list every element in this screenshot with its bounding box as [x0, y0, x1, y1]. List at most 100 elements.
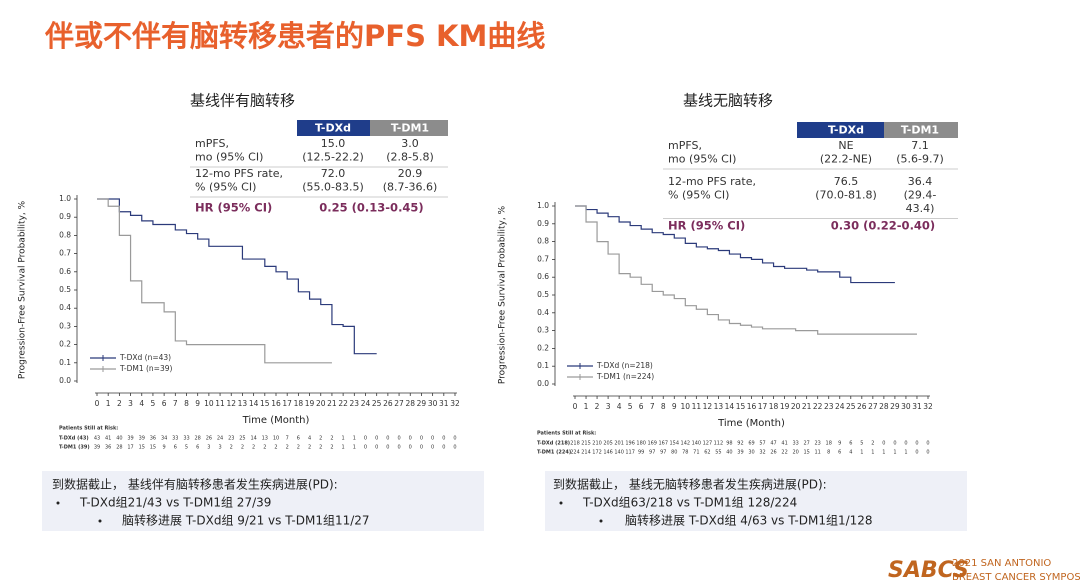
x-tick-label: 23 [350, 399, 360, 408]
legend-label: T-DM1 (n=224) [596, 372, 654, 381]
risk-value: 218 [570, 441, 580, 447]
risk-value: 43 [94, 436, 100, 442]
x-tick-label: 19 [780, 402, 790, 411]
risk-value: 9 [838, 441, 841, 447]
risk-value: 169 [647, 441, 657, 447]
risk-value: 142 [681, 441, 691, 447]
risk-label: T-DM1 (39) [59, 445, 90, 451]
risk-value: 1 [353, 436, 356, 442]
risk-value: 3 [218, 445, 221, 451]
risk-value: 40 [116, 436, 122, 442]
panel-heading: 基线伴有脑转移 [190, 92, 295, 110]
y-tick-label: 0.8 [59, 230, 71, 239]
risk-value: 2 [297, 445, 300, 451]
table-cell: (12.5-22.2) [302, 151, 364, 164]
risk-value: 0 [453, 436, 456, 442]
y-tick-label: 0.6 [537, 272, 549, 281]
legend-label: T-DM1 (n=39) [119, 364, 173, 373]
risk-value: 27 [803, 441, 809, 447]
x-tick-label: 29 [417, 399, 427, 408]
note-intro: 到数据截止， 基线伴有脑转移患者发生疾病进展(PD): [52, 477, 338, 492]
km-curve [575, 205, 917, 335]
table-cell: (22.2-NE) [820, 153, 872, 166]
x-tick-label: 17 [758, 402, 768, 411]
x-tick-label: 7 [650, 402, 655, 411]
risk-value: 2 [330, 445, 333, 451]
risk-value: 6 [849, 441, 852, 447]
logo-name: SABCS [888, 558, 969, 583]
risk-value: 22 [781, 450, 787, 456]
risk-value: 180 [636, 441, 646, 447]
risk-value: 39 [127, 436, 133, 442]
risk-value: 80 [671, 450, 677, 456]
risk-value: 0 [926, 450, 929, 456]
x-tick-label: 3 [128, 399, 133, 408]
risk-value: 2 [274, 445, 277, 451]
x-tick-label: 4 [617, 402, 622, 411]
risk-value: 0 [442, 445, 445, 451]
y-tick-label: 0.2 [537, 343, 549, 352]
x-tick-label: 0 [95, 399, 100, 408]
table-cell: (8.7-36.6) [383, 181, 438, 194]
risk-value: 15 [150, 445, 156, 451]
x-tick-label: 22 [338, 399, 348, 408]
risk-value: 1 [860, 450, 863, 456]
table-cell: mo (95% CI) [195, 151, 263, 164]
risk-value: 154 [670, 441, 680, 447]
table-header-cell [797, 122, 884, 138]
risk-value: 26 [206, 436, 212, 442]
risk-value: 1 [342, 445, 345, 451]
risk-value: 4 [849, 450, 852, 456]
risk-value: 2 [263, 445, 266, 451]
risk-value: 0 [442, 436, 445, 442]
y-tick-label: 0.0 [59, 376, 71, 385]
x-tick-label: 32 [923, 402, 933, 411]
risk-value: 26 [770, 450, 776, 456]
x-tick-label: 28 [879, 402, 889, 411]
x-tick-label: 11 [692, 402, 702, 411]
y-axis-label: Progression-Free Survival Probability, % [18, 200, 28, 379]
risk-value: 28 [195, 436, 201, 442]
slide-title: 伴或不伴有脑转移患者的PFS KM曲线 [44, 19, 545, 53]
x-tick-label: 1 [584, 402, 589, 411]
legend-marker [577, 363, 583, 369]
x-tick-label: 10 [681, 402, 691, 411]
x-tick-label: 23 [824, 402, 834, 411]
bullet [599, 519, 603, 523]
risk-value: 36 [150, 436, 156, 442]
hr-value: 0.30 (0.22-0.40) [831, 219, 935, 233]
risk-value: 6 [174, 445, 177, 451]
risk-value: 3 [207, 445, 210, 451]
x-tick-label: 12 [703, 402, 713, 411]
x-tick-label: 31 [912, 402, 922, 411]
table-header: T-DXd [828, 124, 864, 137]
x-tick-label: 26 [383, 399, 393, 408]
x-tick-label: 15 [260, 399, 270, 408]
table-header: T-DXd [315, 122, 351, 135]
risk-value: 205 [603, 441, 613, 447]
risk-value: 2 [319, 445, 322, 451]
x-tick-label: 9 [672, 402, 677, 411]
y-tick-label: 0.3 [537, 326, 549, 335]
table-cell: 20.9 [398, 167, 423, 180]
risk-value: 33 [792, 441, 798, 447]
x-tick-label: 1 [106, 399, 111, 408]
risk-value: 6 [196, 445, 199, 451]
risk-value: 4 [308, 436, 311, 442]
km-curve [97, 198, 332, 364]
y-tick-label: 0.5 [59, 285, 71, 294]
x-tick-label: 5 [628, 402, 633, 411]
note-bullet: T-DXd组63/218 vs T-DM1组 128/224 [582, 496, 797, 510]
x-tick-label: 30 [901, 402, 911, 411]
risk-value: 17 [127, 445, 133, 451]
risk-value: 47 [770, 441, 776, 447]
risk-value: 146 [603, 450, 613, 456]
legend-marker [577, 374, 583, 380]
y-tick-label: 0.0 [537, 379, 549, 388]
x-tick-label: 21 [802, 402, 812, 411]
x-tick-label: 0 [573, 402, 578, 411]
x-tick-label: 20 [791, 402, 801, 411]
bullet [56, 501, 60, 505]
x-tick-label: 18 [294, 399, 304, 408]
